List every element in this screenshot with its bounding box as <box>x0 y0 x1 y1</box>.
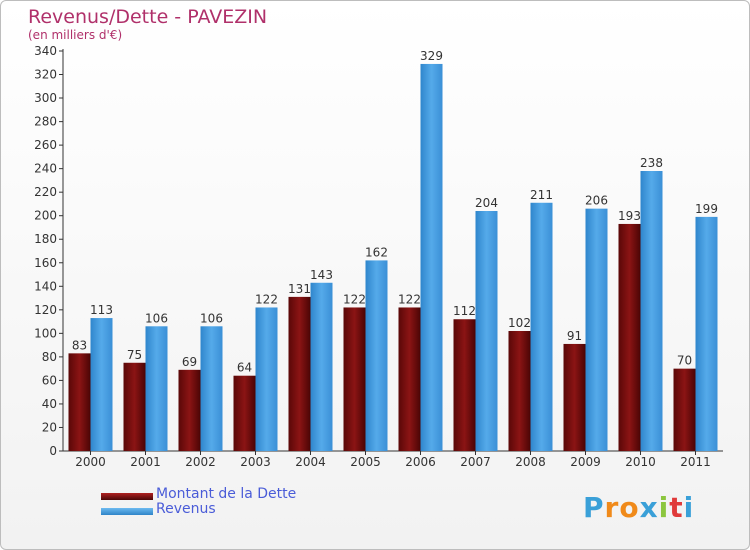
y-tick-label: 40 <box>42 397 57 411</box>
y-tick-label: 200 <box>34 209 57 223</box>
bar-debt <box>233 375 256 451</box>
logo-letter: i <box>683 491 695 524</box>
x-tick-label: 2007 <box>460 455 491 469</box>
y-tick-label: 60 <box>42 373 57 387</box>
data-label: 102 <box>508 316 531 330</box>
data-label: 193 <box>618 209 641 223</box>
bar-revenue <box>530 202 553 451</box>
data-label: 206 <box>585 194 608 208</box>
bar-debt <box>398 307 421 451</box>
y-tick-label: 100 <box>34 326 57 340</box>
bar-revenue <box>640 171 663 451</box>
logo-letter: t <box>669 491 684 524</box>
y-tick-label: 280 <box>34 115 57 129</box>
y-tick-label: 300 <box>34 91 57 105</box>
bar-revenue <box>145 326 168 451</box>
bar-debt <box>563 343 586 451</box>
y-tick-label: 240 <box>34 162 57 176</box>
x-tick-label: 2003 <box>240 455 271 469</box>
legend-swatch-debt <box>101 493 153 500</box>
y-tick-label: 140 <box>34 279 57 293</box>
bar-revenue <box>585 208 608 451</box>
data-label: 329 <box>420 49 443 63</box>
bar-revenue <box>365 260 388 451</box>
x-tick-label: 2005 <box>350 455 381 469</box>
bar-debt <box>508 331 531 451</box>
logo-letter: P <box>583 491 605 524</box>
data-label: 143 <box>310 268 333 282</box>
x-tick-label: 2000 <box>75 455 106 469</box>
data-label: 199 <box>695 202 718 216</box>
logo-letter: o <box>619 491 640 524</box>
bar-revenue <box>90 318 113 451</box>
x-tick-label: 2011 <box>680 455 711 469</box>
y-tick-label: 20 <box>42 420 57 434</box>
bar-debt <box>178 369 201 451</box>
bar-revenue <box>200 326 223 451</box>
x-tick-label: 2004 <box>295 455 326 469</box>
bar-debt <box>123 362 146 451</box>
bar-debt <box>618 223 641 451</box>
data-label: 204 <box>475 196 498 210</box>
bar-debt <box>288 296 311 451</box>
data-label: 122 <box>255 292 278 306</box>
data-label: 106 <box>200 311 223 325</box>
x-tick-label: 2008 <box>515 455 546 469</box>
bar-revenue <box>475 211 498 451</box>
bar-debt <box>453 319 476 451</box>
y-tick-label: 180 <box>34 232 57 246</box>
y-tick-label: 160 <box>34 256 57 270</box>
data-label: 83 <box>72 338 87 352</box>
bar-revenue <box>695 216 718 451</box>
logo-letter: r <box>604 491 620 524</box>
data-label: 112 <box>453 304 476 318</box>
x-tick-label: 2001 <box>130 455 161 469</box>
logo-letter: i <box>658 491 670 524</box>
legend-label-debt: Montant de la Dette <box>156 486 297 502</box>
data-label: 211 <box>530 188 553 202</box>
bar-revenue <box>255 307 278 451</box>
bar-debt <box>343 307 366 451</box>
data-label: 122 <box>343 292 366 306</box>
y-tick-label: 120 <box>34 303 57 317</box>
data-label: 162 <box>365 245 388 259</box>
data-label: 75 <box>127 348 142 362</box>
data-label: 106 <box>145 311 168 325</box>
y-tick-label: 320 <box>34 68 57 82</box>
y-tick-label: 260 <box>34 138 57 152</box>
data-label: 238 <box>640 156 663 170</box>
logo-letter: x <box>639 491 659 524</box>
y-tick-label: 340 <box>34 44 57 58</box>
data-label: 113 <box>90 303 113 317</box>
x-tick-label: 2006 <box>405 455 436 469</box>
legend-swatch-revenue <box>101 508 153 515</box>
x-tick-label: 2010 <box>625 455 656 469</box>
bar-debt <box>68 353 91 451</box>
data-label: 131 <box>288 282 311 296</box>
x-tick-label: 2002 <box>185 455 216 469</box>
data-label: 91 <box>567 329 582 343</box>
proxiti-logo: Proxiti <box>583 491 694 524</box>
bar-debt <box>673 368 696 451</box>
data-label: 69 <box>182 355 197 369</box>
data-label: 64 <box>237 361 252 375</box>
y-tick-label: 220 <box>34 185 57 199</box>
x-tick-label: 2009 <box>570 455 601 469</box>
data-label: 122 <box>398 292 421 306</box>
bar-revenue <box>310 282 333 451</box>
chart-subtitle: (en milliers d'€) <box>28 28 123 42</box>
y-tick-label: 80 <box>42 350 57 364</box>
bar-revenue <box>420 63 443 452</box>
legend-label-revenue: Revenus <box>156 501 216 517</box>
y-tick-label: 0 <box>49 444 57 458</box>
data-label: 70 <box>677 354 692 368</box>
chart-title: Revenus/Dette - PAVEZIN <box>28 6 268 28</box>
